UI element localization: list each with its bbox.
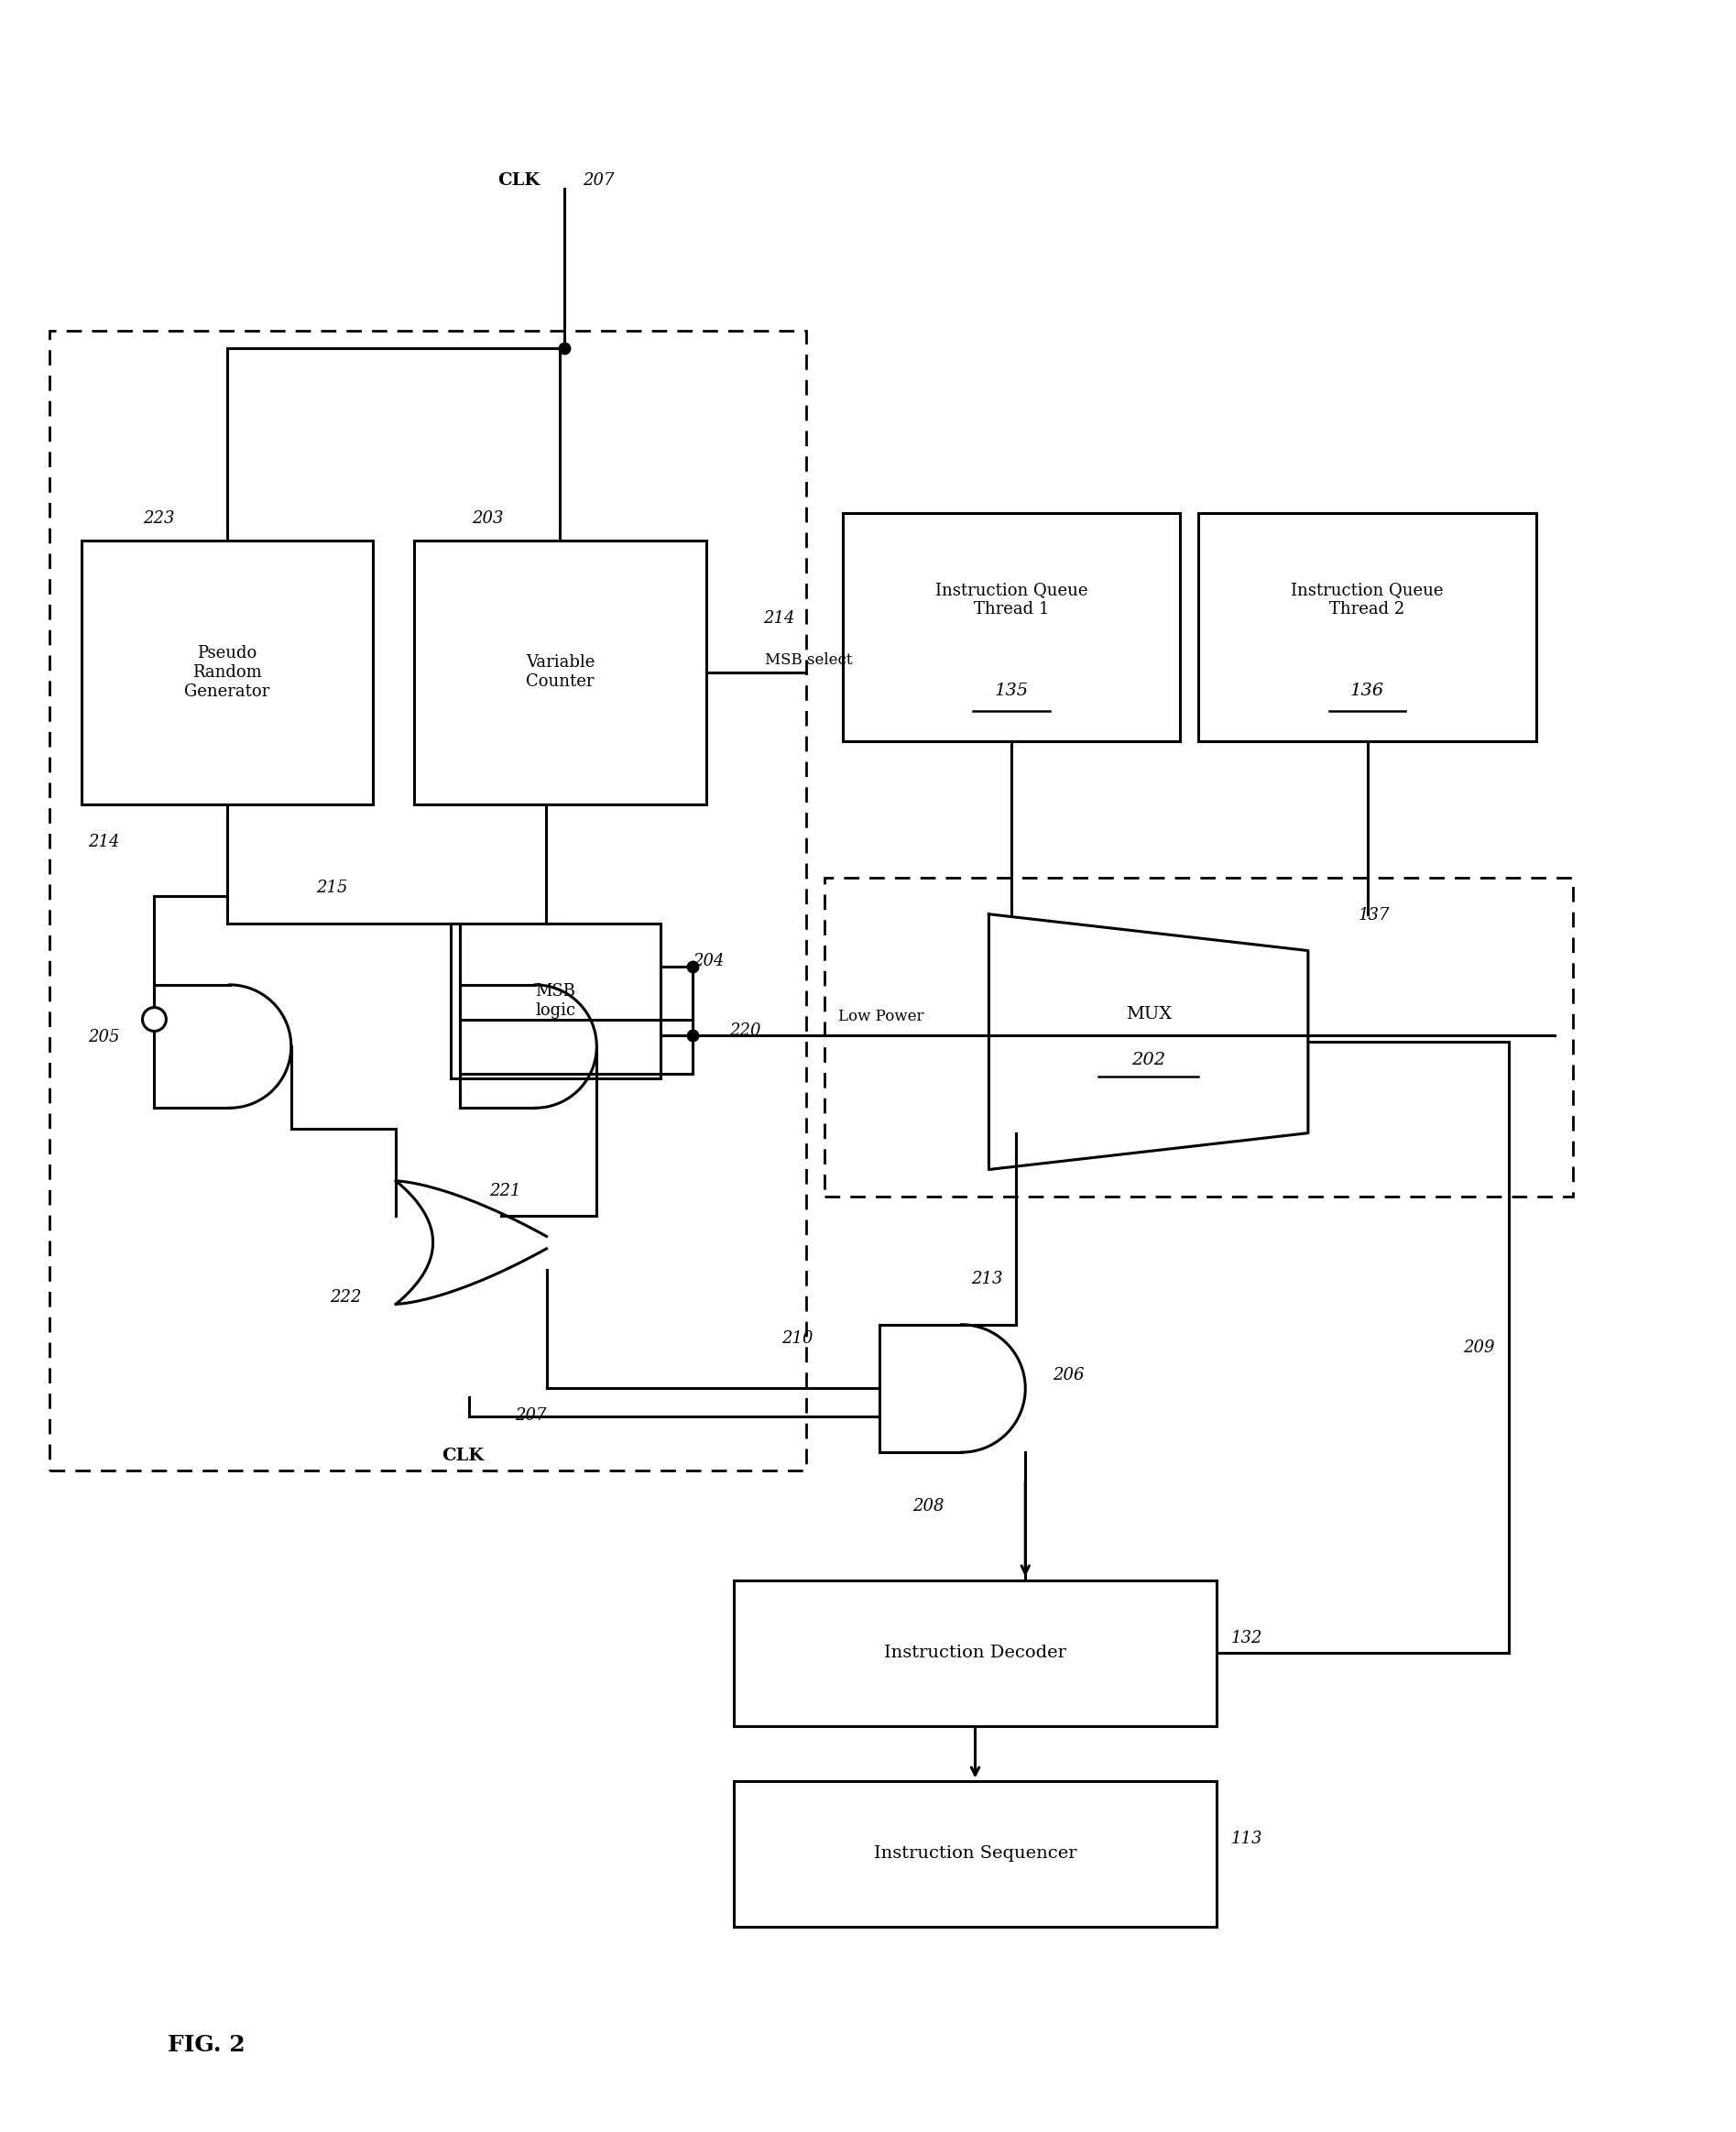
Text: 206: 206 — [1052, 1367, 1085, 1384]
Text: Instruction Queue
Thread 1: Instruction Queue Thread 1 — [936, 582, 1088, 616]
Bar — [825, 878, 1573, 1196]
Text: CLK: CLK — [441, 1448, 484, 1465]
Text: Variable
Counter: Variable Counter — [526, 655, 595, 691]
Bar — [49, 330, 807, 1471]
Text: 205: 205 — [89, 1030, 120, 1045]
Text: 223: 223 — [142, 510, 175, 527]
Polygon shape — [990, 915, 1307, 1170]
Text: 207: 207 — [514, 1407, 547, 1424]
Text: 214: 214 — [764, 610, 795, 627]
Text: Instruction Queue
Thread 2: Instruction Queue Thread 2 — [1292, 582, 1444, 616]
Bar — [734, 1580, 1217, 1727]
Text: 213: 213 — [970, 1271, 1002, 1288]
Text: 214: 214 — [89, 834, 120, 851]
Text: Instruction Decoder: Instruction Decoder — [884, 1644, 1066, 1661]
Text: Instruction Sequencer: Instruction Sequencer — [873, 1846, 1076, 1861]
Text: 202: 202 — [1132, 1051, 1165, 1068]
Text: 132: 132 — [1231, 1631, 1262, 1646]
Text: 208: 208 — [913, 1499, 944, 1514]
Bar — [734, 1780, 1217, 1927]
Bar — [844, 514, 1180, 740]
Text: MUX: MUX — [1125, 1006, 1172, 1023]
Bar — [415, 539, 707, 804]
Text: 207: 207 — [583, 173, 615, 190]
Text: MSB select: MSB select — [766, 652, 852, 667]
Text: Low Power: Low Power — [838, 1008, 924, 1023]
Text: 204: 204 — [693, 953, 724, 970]
Bar — [82, 539, 373, 804]
Text: 209: 209 — [1463, 1339, 1495, 1356]
Bar — [451, 923, 660, 1079]
Text: 215: 215 — [316, 878, 347, 895]
Text: 113: 113 — [1231, 1831, 1262, 1846]
Text: 210: 210 — [781, 1330, 812, 1347]
Text: 136: 136 — [1351, 682, 1384, 699]
Text: 221: 221 — [490, 1183, 521, 1200]
Text: CLK: CLK — [498, 173, 540, 190]
Text: 135: 135 — [995, 682, 1029, 699]
Text: MSB
logic: MSB logic — [535, 983, 576, 1019]
Text: 222: 222 — [330, 1290, 361, 1305]
Text: 137: 137 — [1358, 906, 1391, 923]
Bar — [1198, 514, 1536, 740]
Text: FIG. 2: FIG. 2 — [168, 2034, 245, 2055]
Text: 203: 203 — [472, 510, 503, 527]
Circle shape — [142, 1008, 167, 1032]
Text: 220: 220 — [729, 1021, 760, 1038]
Text: Pseudo
Random
Generator: Pseudo Random Generator — [184, 646, 271, 699]
